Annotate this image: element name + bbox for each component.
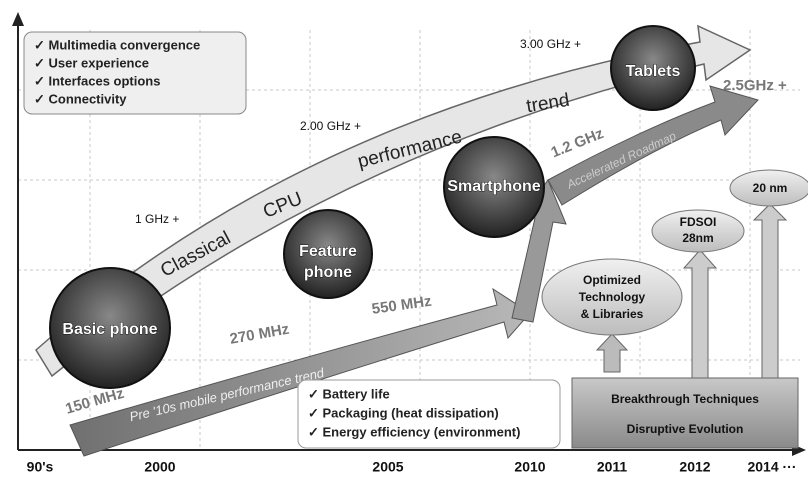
x-axis-label: 2005 <box>372 459 403 475</box>
device-label: Feature <box>299 243 357 260</box>
checklist-item: ✓ Packaging (heat dissipation) <box>308 405 499 420</box>
x-axis-label: 2010 <box>514 459 545 475</box>
axes <box>12 12 806 456</box>
frequency: 2.00 GHz + <box>300 119 361 133</box>
x-axis-label: 90's <box>27 459 54 475</box>
frequency: 1 GHz + <box>135 212 179 226</box>
x-axis-label: 2000 <box>144 459 175 475</box>
up-arrow <box>595 333 629 373</box>
x-axis-label: 2012 <box>679 459 710 475</box>
up-arrow <box>752 203 788 381</box>
frequency: 3.00 GHz + <box>520 37 581 51</box>
checklist-item: ✓ Battery life <box>308 386 390 401</box>
device-label: Basic phone <box>62 321 157 338</box>
breakthrough-box <box>571 377 799 449</box>
device-label: phone <box>304 264 352 281</box>
tech-label: & Libraries <box>581 307 644 321</box>
up-arrow <box>682 249 718 381</box>
device-label: Tablets <box>626 63 681 80</box>
frequency: 270 MHz <box>228 321 290 348</box>
breakthrough-label: Breakthrough Techniques <box>611 392 759 406</box>
frequency: 550 MHz <box>371 293 433 318</box>
checklist-item: ✓ Interfaces options <box>34 73 160 88</box>
device-label: Smartphone <box>447 178 540 195</box>
roadmap-arrow <box>547 85 759 206</box>
frequency: 2.5GHz + <box>723 77 787 94</box>
device-circle <box>283 209 373 299</box>
checklist-item: ✓ Energy efficiency (environment) <box>308 424 520 439</box>
tech-ellipse <box>541 258 683 336</box>
tech-label: Technology <box>579 290 646 304</box>
trend-label: Pre '10s mobile performance trend <box>128 365 326 425</box>
x-axis-label: 2011 <box>597 459 628 475</box>
x-axis-label: 2014 ··· <box>747 459 796 475</box>
device-circle <box>610 25 696 111</box>
bottom-checklist-box <box>297 379 561 449</box>
checklist-item: ✓ User experience <box>34 55 149 70</box>
tech-label: 28nm <box>682 231 713 245</box>
checklist-item: ✓ Connectivity <box>34 91 127 106</box>
tech-label: Optimized <box>583 273 641 287</box>
tech-ellipse <box>651 209 745 253</box>
top-checklist-box <box>23 31 247 115</box>
breakthrough-label: Disruptive Evolution <box>627 422 744 436</box>
tech-ellipse <box>729 169 808 207</box>
checklist-item: ✓ Multimedia convergence <box>34 37 200 52</box>
device-circle <box>49 267 171 389</box>
device-circle <box>443 136 545 238</box>
tech-label: 20 nm <box>753 181 788 195</box>
tech-label: FDSOI <box>680 215 717 229</box>
